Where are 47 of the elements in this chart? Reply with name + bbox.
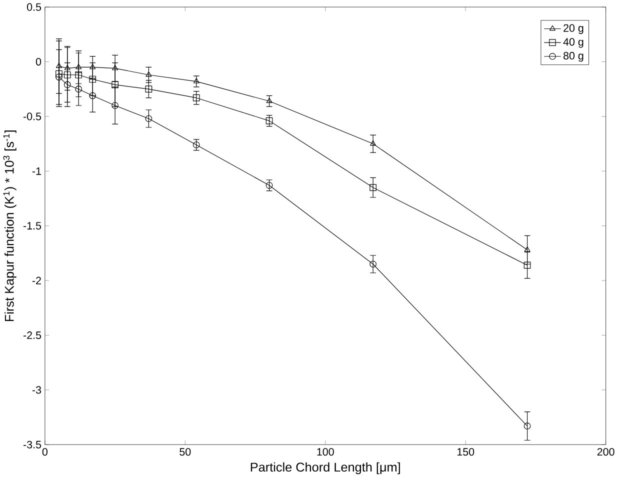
point <box>370 140 376 146</box>
y-tick-label: -2 <box>32 276 41 284</box>
y-tick-label: -2.5 <box>23 331 42 339</box>
y-tick-label: 0 <box>36 58 42 66</box>
point <box>76 64 82 69</box>
legend-label: 80 g <box>564 52 584 62</box>
y-tick-label: -3 <box>32 386 42 394</box>
point <box>266 98 272 103</box>
x-axis-title: Particle Chord Length [μm] <box>250 462 400 474</box>
point <box>112 64 118 70</box>
y-tick-label: -1 <box>32 167 41 175</box>
y-tick-label: 0.5 <box>27 3 42 11</box>
point <box>266 182 273 189</box>
x-tick-label: 200 <box>597 448 614 456</box>
point <box>56 70 62 77</box>
x-tick-label: 100 <box>317 448 334 456</box>
point <box>146 71 152 77</box>
point <box>266 117 273 124</box>
point <box>192 94 200 102</box>
x-tick-label: 150 <box>457 448 474 456</box>
point <box>90 64 96 69</box>
point <box>145 85 152 92</box>
point <box>75 71 82 78</box>
x-tick-label: 0 <box>42 448 48 456</box>
point <box>89 92 96 99</box>
legend-label: 20 g <box>564 24 584 34</box>
point <box>56 62 62 68</box>
point <box>524 262 531 268</box>
point <box>64 81 71 88</box>
point <box>524 422 531 430</box>
point <box>370 184 376 191</box>
y-tick-label: -3.5 <box>23 440 42 448</box>
legend-label: 40 g <box>563 38 584 48</box>
y-tick-label: -1.5 <box>23 222 42 230</box>
point <box>112 102 118 109</box>
point <box>64 64 70 70</box>
point <box>145 115 152 122</box>
point <box>193 78 200 84</box>
y-axis-title: First Kapur function (K$^{1}$) * 10$^{3}$ [s$^{-1}$] <box>3 130 16 321</box>
point <box>75 85 82 92</box>
y-tick-label: -0.5 <box>23 112 42 120</box>
x-tick-label: 50 <box>180 448 191 456</box>
point <box>112 81 118 88</box>
point <box>89 76 96 82</box>
point <box>370 260 376 268</box>
point <box>192 141 200 148</box>
point <box>524 246 530 252</box>
